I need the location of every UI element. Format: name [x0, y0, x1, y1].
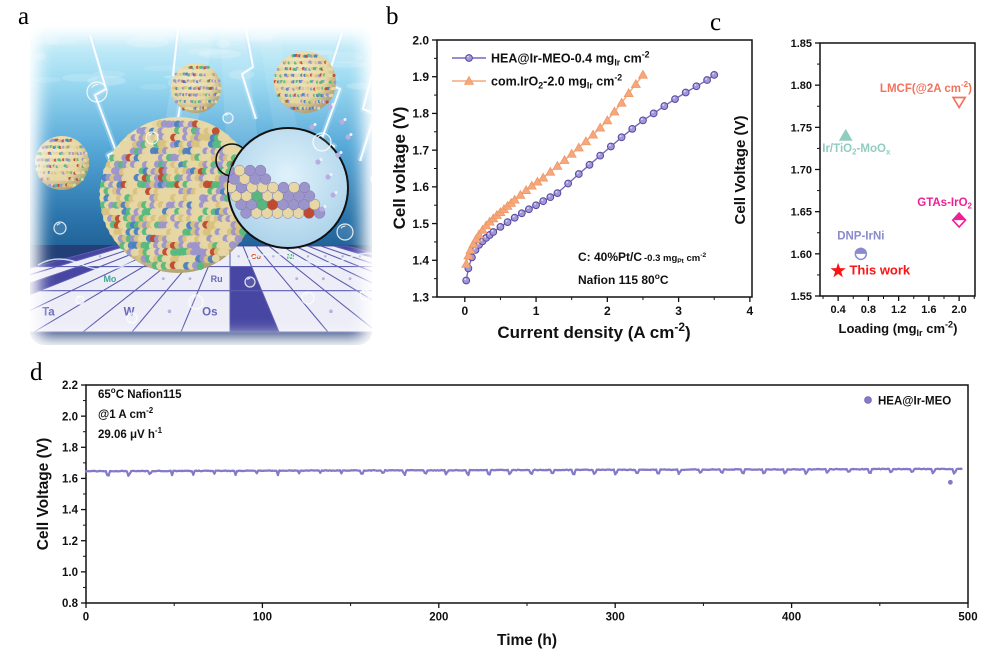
svg-text:1.85: 1.85 — [791, 38, 812, 50]
svg-text:1.5: 1.5 — [412, 217, 429, 231]
svg-text:Time (h): Time (h) — [497, 632, 557, 649]
point-dnp-irni: DNP-IrNi — [837, 230, 884, 261]
svg-text:1.4: 1.4 — [412, 254, 429, 268]
svg-text:1.3: 1.3 — [412, 290, 429, 304]
svg-text:DNP-IrNi: DNP-IrNi — [837, 230, 884, 242]
svg-text:C: 40%Pt/C: C: 40%Pt/C — [578, 250, 642, 264]
bubbles — [53, 81, 372, 324]
svg-text:Cell voltage (V): Cell voltage (V) — [390, 107, 409, 230]
svg-text:1.8: 1.8 — [62, 442, 79, 454]
svg-text:1.9: 1.9 — [412, 70, 429, 84]
svg-text:4: 4 — [747, 304, 754, 318]
svg-text:0.8: 0.8 — [861, 304, 876, 316]
panel-a-label: a — [18, 3, 30, 30]
svg-text:100: 100 — [253, 612, 272, 624]
svg-text:1.75: 1.75 — [791, 122, 812, 134]
svg-text:1.70: 1.70 — [791, 164, 812, 176]
svg-text:Ir/TiO2-MoOx: Ir/TiO2-MoOx — [822, 143, 891, 157]
svg-text:Os: Os — [202, 307, 217, 319]
svg-text:1.6: 1.6 — [62, 474, 78, 486]
point-lmcf-2a-cm-2-: LMCF(@2A cm-2) — [880, 80, 972, 110]
gas-molecules — [309, 103, 353, 212]
svg-text:Cell Voltage (V): Cell Voltage (V) — [35, 438, 52, 551]
svg-text:HEA@Ir-MEO: HEA@Ir-MEO — [878, 396, 951, 408]
svg-text:Nafion 115 80oC: Nafion 115 80oC — [578, 271, 669, 287]
svg-text:3: 3 — [675, 304, 682, 318]
panel-c-label: c — [710, 9, 722, 36]
svg-text:1.2: 1.2 — [891, 304, 906, 316]
main-nanoparticle — [99, 117, 257, 273]
svg-text:0: 0 — [83, 612, 89, 624]
svg-text:HEA@Ir-MEO-0.4 mgIr cm-2: HEA@Ir-MEO-0.4 mgIr cm-2 — [491, 49, 650, 67]
point-ir-tio-2-moo-x-: Ir/TiO2-MoOx — [822, 128, 891, 157]
svg-text:0: 0 — [461, 304, 468, 318]
svg-text:2.0: 2.0 — [412, 33, 429, 47]
svg-text:Ru: Ru — [211, 274, 223, 284]
svg-text:1.0: 1.0 — [62, 567, 78, 579]
svg-text:29.06 μV h-1: 29.06 μV h-1 — [98, 426, 163, 441]
svg-text:0.4: 0.4 — [830, 304, 846, 316]
svg-text:Ta: Ta — [42, 307, 55, 319]
comparison-chart: 0.4 0.8 1.2 1.6 2.0 1.55 1.60 1.65 1.70 1.75 1.80 1… — [732, 38, 976, 338]
svg-text:1.6: 1.6 — [412, 180, 429, 194]
svg-text:GTAs-IrO2: GTAs-IrO2 — [917, 197, 972, 211]
series-com-iro2 — [461, 69, 649, 268]
svg-text:com.IrO2-2.0 mgIr cm-2: com.IrO2-2.0 mgIr cm-2 — [491, 72, 622, 90]
svg-text:1.60: 1.60 — [791, 249, 812, 261]
svg-text:0.8: 0.8 — [62, 598, 79, 610]
svg-text:1.6: 1.6 — [921, 304, 936, 316]
svg-text:2.2: 2.2 — [62, 380, 78, 392]
svg-text:Loading (mgIr cm-2): Loading (mgIr cm-2) — [839, 320, 958, 338]
svg-text:65oC Nafion115: 65oC Nafion115 — [98, 386, 182, 401]
svg-text:1.2: 1.2 — [62, 536, 78, 548]
svg-text:300: 300 — [606, 612, 625, 624]
svg-text:2.0: 2.0 — [62, 411, 78, 423]
svg-text:-0.3 mgPt cm-2: -0.3 mgPt cm-2 — [644, 252, 706, 265]
conditions-note: 65oC Nafion115 @1 A cm-2 29.06 μV h-1 — [98, 386, 182, 441]
svg-text:2: 2 — [604, 304, 611, 318]
stability-trace — [84, 467, 963, 485]
svg-text:1: 1 — [533, 304, 540, 318]
svg-text:2.0: 2.0 — [951, 304, 966, 316]
legend: HEA@Ir-MEO — [864, 396, 951, 408]
small-nanoparticle-right — [273, 51, 337, 113]
svg-text:W: W — [124, 307, 135, 319]
legend: HEA@Ir-MEO-0.4 mgIr cm-2 com.IrO2-2.0 mgI… — [452, 49, 650, 90]
svg-text:LMCF(@2A cm-2): LMCF(@2A cm-2) — [880, 80, 972, 95]
conditions-note: C: 40%Pt/C -0.3 mgPt cm-2 Nafion 115 80oC — [578, 250, 706, 287]
magnified-lattice — [227, 127, 349, 249]
periodic-table-floor: VCoNiMoRuTaWOs — [30, 245, 372, 333]
panel-d-label: d — [30, 359, 43, 386]
small-nanoparticle-top — [170, 63, 222, 113]
svg-text:1.4: 1.4 — [62, 505, 79, 517]
svg-text:200: 200 — [429, 612, 448, 624]
svg-text:Mo: Mo — [103, 274, 116, 284]
svg-text:This work: This work — [849, 262, 910, 277]
series-hea-ir-meo — [462, 70, 719, 285]
svg-text:1.65: 1.65 — [791, 207, 812, 219]
polarization-chart: 0 1 2 3 4 1.3 1.4 1.5 1.6 1.7 1.8 1.9 2.0 Current den… — [390, 33, 754, 342]
outlier-point — [947, 479, 953, 485]
svg-text:1.80: 1.80 — [791, 80, 812, 92]
svg-text:Current density (A cm-2): Current density (A cm-2) — [497, 320, 690, 342]
svg-text:1.7: 1.7 — [412, 143, 429, 157]
small-nanoparticle-left — [34, 136, 90, 190]
svg-text:@1 A cm-2: @1 A cm-2 — [98, 406, 154, 421]
point-gtas-iro-2-: GTAs-IrO2 — [917, 197, 973, 229]
svg-text:1.8: 1.8 — [412, 107, 429, 121]
svg-text:1.55: 1.55 — [791, 291, 812, 303]
svg-text:Cell Voltage (V): Cell Voltage (V) — [732, 116, 749, 225]
artwork-panel: VCoNiMoRuTaWOs — [30, 27, 372, 345]
panel-b-label: b — [386, 3, 399, 30]
point-this-work: This work — [830, 262, 911, 277]
svg-text:400: 400 — [782, 612, 801, 624]
svg-text:500: 500 — [958, 612, 977, 624]
stability-chart: 0 100 200 300 400 500 0.8 1.0 1.2 1.4 1.6 1.8 2.0 2.2… — [35, 380, 978, 649]
